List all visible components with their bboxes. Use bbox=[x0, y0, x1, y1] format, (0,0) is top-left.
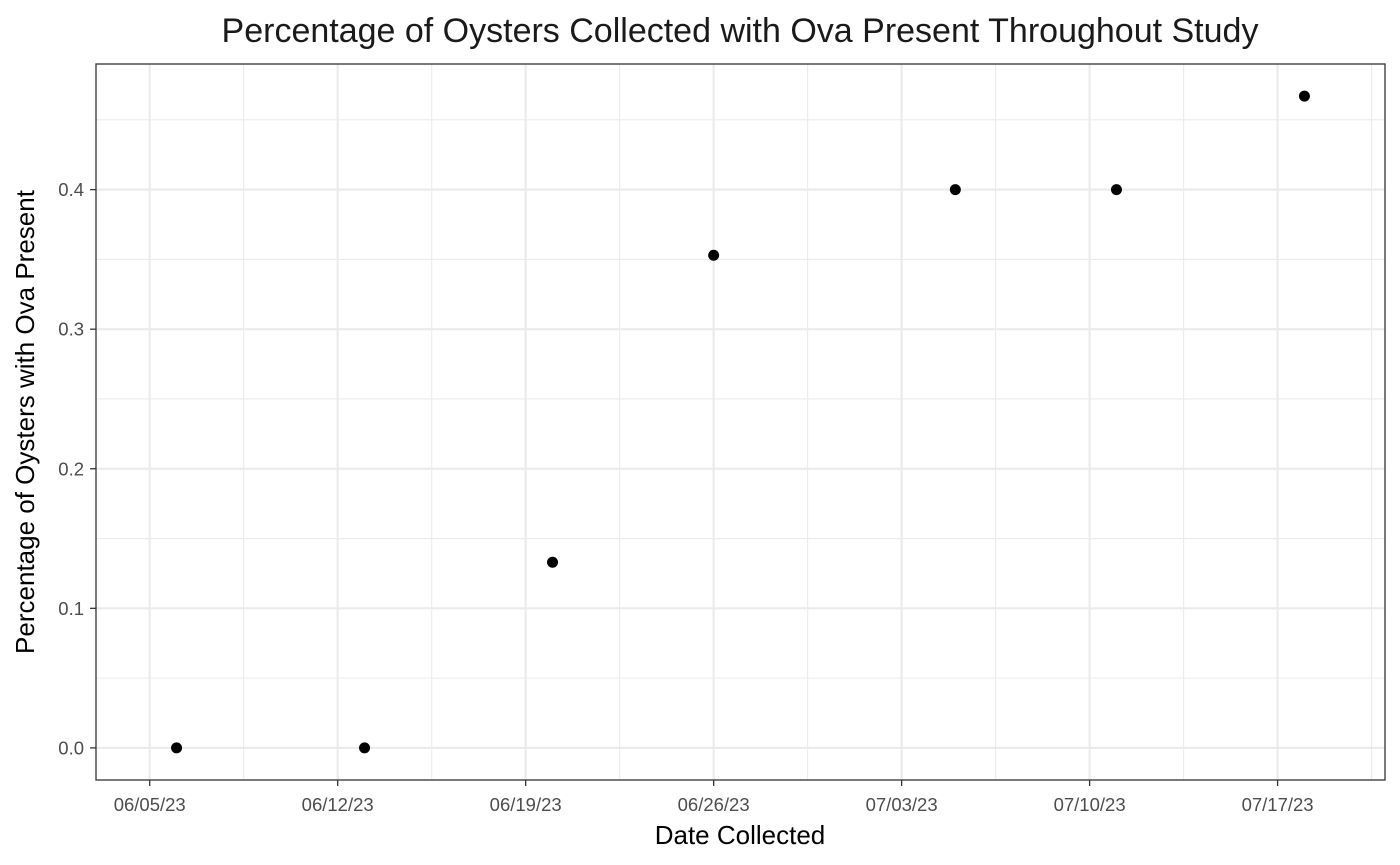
data-point bbox=[1110, 184, 1122, 196]
y-tick-label: 0.2 bbox=[58, 458, 84, 479]
data-point bbox=[949, 184, 961, 196]
y-tick-label: 0.3 bbox=[58, 319, 84, 340]
data-point bbox=[547, 556, 559, 568]
y-tick-label: 0.0 bbox=[58, 737, 84, 758]
x-tick-label: 07/03/23 bbox=[866, 794, 938, 815]
y-tick-label: 0.1 bbox=[58, 598, 84, 619]
chart-title: Percentage of Oysters Collected with Ova… bbox=[222, 12, 1259, 50]
data-point bbox=[708, 249, 720, 261]
x-axis: 06/05/23 06/12/23 06/19/23 06/26/23 07/03/23… bbox=[114, 780, 1314, 815]
x-tick-label: 07/10/23 bbox=[1054, 794, 1126, 815]
x-axis-label: Date Collected bbox=[655, 820, 826, 850]
data-point bbox=[171, 742, 183, 754]
y-axis: 0.0 0.1 0.2 0.3 0.4 bbox=[58, 179, 96, 758]
x-tick-label: 06/12/23 bbox=[302, 794, 374, 815]
x-tick-label: 06/19/23 bbox=[490, 794, 562, 815]
plot-panel-border bbox=[95, 63, 1386, 781]
data-point bbox=[1298, 90, 1310, 102]
y-axis-label: Percentage of Oysters with Ova Present bbox=[10, 189, 40, 654]
major-gridlines bbox=[96, 64, 1385, 780]
x-tick-label: 07/17/23 bbox=[1242, 794, 1314, 815]
x-tick-label: 06/26/23 bbox=[678, 794, 750, 815]
data-point bbox=[359, 742, 371, 754]
x-tick-label: 06/05/23 bbox=[114, 794, 186, 815]
y-tick-label: 0.4 bbox=[58, 179, 84, 200]
minor-gridlines bbox=[96, 64, 1385, 780]
data-points bbox=[171, 90, 1310, 754]
